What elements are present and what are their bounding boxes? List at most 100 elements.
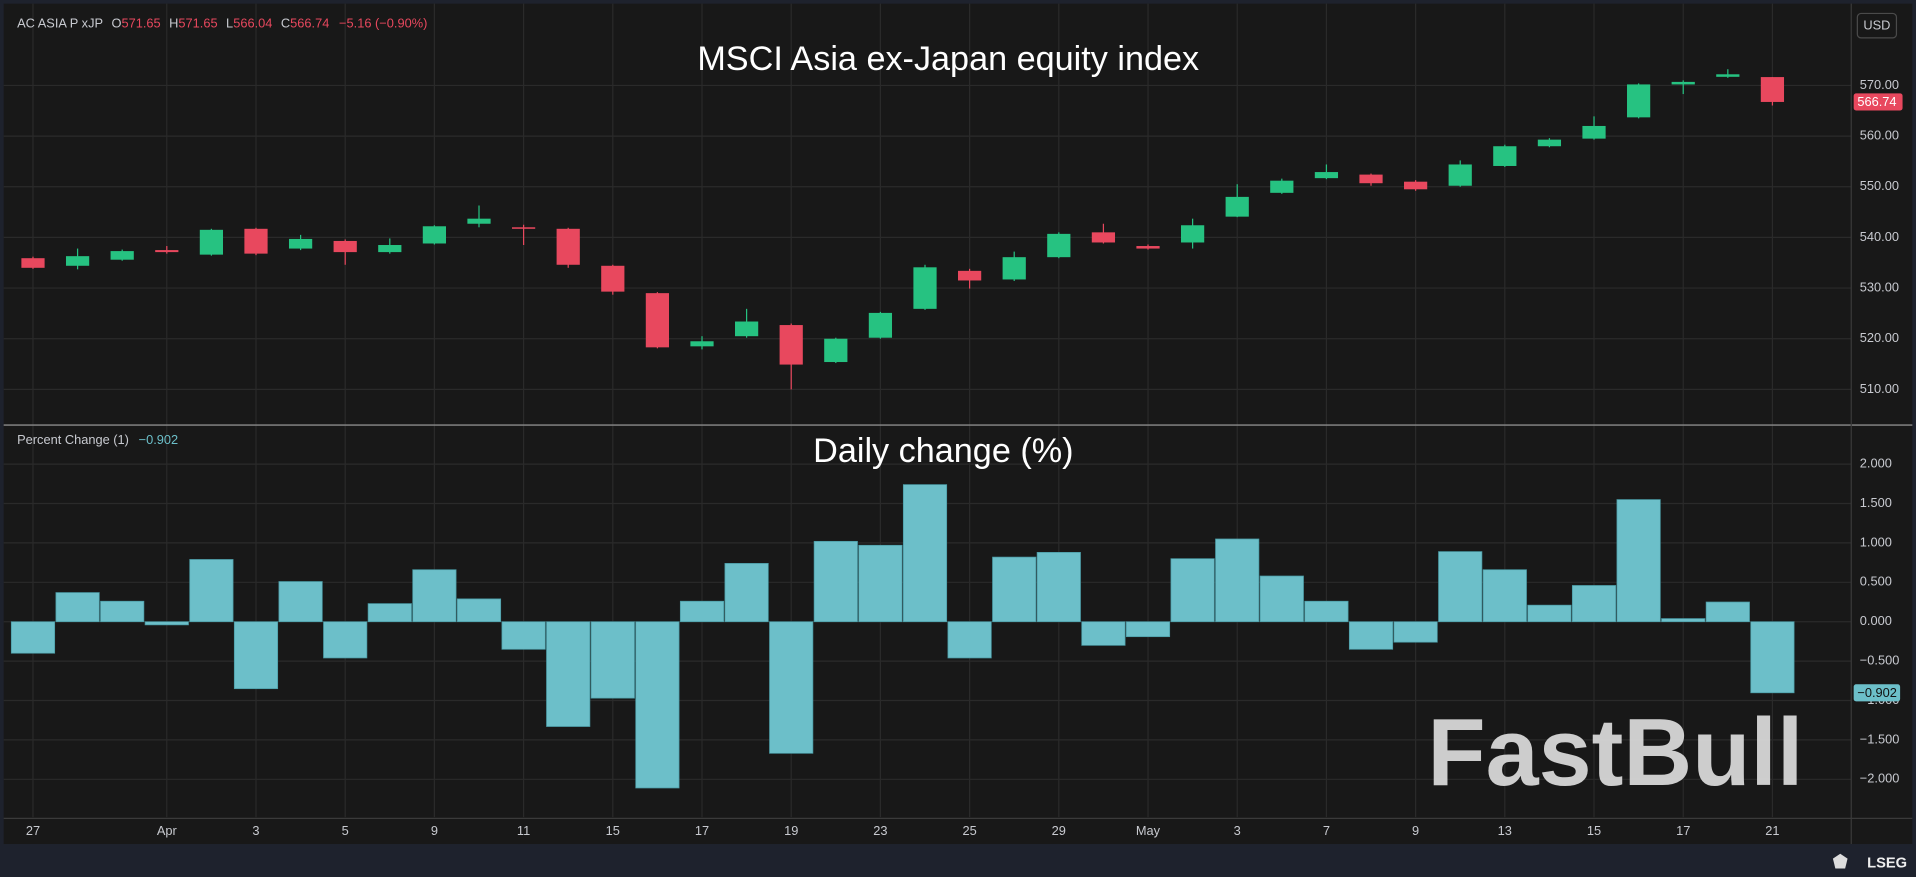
last-price-label: 566.74 [1857,94,1896,109]
legend-label: O [112,16,122,31]
last-price-box [1853,93,1903,111]
bar [367,603,412,623]
candle-body [1582,125,1606,139]
bar [1661,618,1706,623]
x-tick-label: 15 [606,823,620,838]
candle-body [1671,81,1695,85]
candle-body [1448,164,1472,186]
legend-label: H [169,16,178,31]
indicator-value: −0.902 [139,432,179,447]
candle-body [1091,232,1116,243]
y-tick-label: 0.000 [1860,613,1892,628]
chart-title: MSCI Asia ex-Japan equity index [697,40,1199,78]
x-tick-label: 3 [252,823,259,838]
y-tick-label: −0.500 [1860,653,1900,668]
bar [323,621,368,659]
last-value-box [1853,684,1901,702]
x-tick-label: 5 [342,823,349,838]
bar [412,569,457,623]
marks [10,69,1795,789]
candle-body [199,229,224,255]
y-tick-label: 1.000 [1860,534,1892,549]
legend-label: C [281,16,290,31]
candle-body [422,226,447,244]
footer-logo: LSEG [1867,855,1907,871]
x-tick-label: 21 [1765,823,1779,838]
bar [1705,601,1750,623]
bar [590,621,635,699]
candle-body [1002,257,1026,280]
indicator-legend: Percent Change (1) −0.902 [17,432,178,447]
bar [233,621,279,690]
y-tick-label: 570.00 [1860,77,1899,92]
x-tick-label: 25 [962,823,976,838]
x-tick-label: 29 [1052,823,1066,838]
x-tick-label: 11 [517,823,530,838]
y-tick-label: 1.500 [1860,495,1892,510]
candle-body [1136,246,1160,249]
candle-body [1359,174,1383,184]
x-tick-label: 13 [1498,823,1512,838]
bar [144,621,189,626]
x-tick-label: 17 [695,823,709,838]
x-tick-label: 9 [1412,823,1419,838]
bar [1482,569,1527,623]
candle-body [1537,139,1562,147]
candle-body [868,312,893,338]
bar [456,598,502,623]
bar [1036,552,1081,623]
candle-body [779,325,803,365]
pane-title: Daily change (%) [813,432,1073,470]
candle-body [1404,181,1428,190]
legend-value: 571.65 [178,16,217,31]
bar [1393,621,1438,643]
x-tick-label: May [1136,823,1161,838]
x-tick-label: 9 [431,823,438,838]
candle-body [645,293,670,348]
bar [1081,621,1126,646]
bar [10,621,56,654]
y-tick-label: 550.00 [1860,178,1899,193]
bar [1616,499,1661,623]
bar [189,559,234,623]
bar [813,540,858,623]
x-tick-label: 3 [1234,823,1241,838]
candle-body [511,227,536,229]
y-tick-label: 2.000 [1860,456,1892,471]
bar [858,544,903,623]
candle-body [378,245,402,253]
bar [1571,585,1617,623]
candle-body [1314,172,1339,179]
candle-body [958,270,982,281]
bar [1348,621,1394,650]
bar [1170,558,1215,623]
x-tick-label: Apr [157,823,178,838]
candle-body [601,265,625,292]
currency-button[interactable] [1856,12,1898,39]
y-tick-label: 520.00 [1860,330,1899,345]
bar [679,600,725,623]
candle-body [1760,77,1785,102]
symbol: AC ASIA P xJP [17,16,103,31]
x-tick-label: 7 [1323,823,1330,838]
bar [1125,621,1171,638]
candle-body [1493,146,1517,166]
currency-label[interactable]: USD [1863,18,1890,33]
indicator-name: Percent Change (1) [17,432,129,447]
candle-body [734,321,759,337]
y-tick-label: 560.00 [1860,127,1899,142]
y-tick-label: 0.500 [1860,574,1892,589]
ohlc-legend: AC ASIA P xJP O571.65 H571.65 L566.04 C5… [17,16,427,31]
bar [55,592,100,623]
y-tick-label: 530.00 [1860,279,1899,294]
candle-body [556,228,580,265]
legend-value: 566.74 [290,16,329,31]
bar [947,621,992,659]
bar [1215,538,1260,623]
candle-body [244,228,268,254]
candle-body [333,240,357,253]
candle-body [1627,84,1651,118]
bar [635,621,680,789]
bar [992,556,1037,623]
